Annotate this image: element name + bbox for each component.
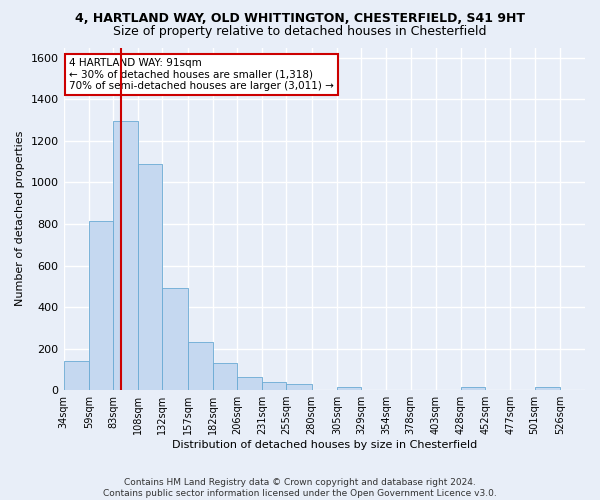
Y-axis label: Number of detached properties: Number of detached properties bbox=[15, 131, 25, 306]
Text: 4 HARTLAND WAY: 91sqm
← 30% of detached houses are smaller (1,318)
70% of semi-d: 4 HARTLAND WAY: 91sqm ← 30% of detached … bbox=[69, 58, 334, 91]
X-axis label: Distribution of detached houses by size in Chesterfield: Distribution of detached houses by size … bbox=[172, 440, 477, 450]
Bar bbox=[188, 342, 213, 390]
Bar bbox=[461, 386, 485, 390]
Text: Contains HM Land Registry data © Crown copyright and database right 2024.
Contai: Contains HM Land Registry data © Crown c… bbox=[103, 478, 497, 498]
Bar bbox=[213, 363, 237, 390]
Text: 4, HARTLAND WAY, OLD WHITTINGTON, CHESTERFIELD, S41 9HT: 4, HARTLAND WAY, OLD WHITTINGTON, CHESTE… bbox=[75, 12, 525, 26]
Bar bbox=[163, 288, 188, 390]
Bar bbox=[138, 164, 163, 390]
Text: Size of property relative to detached houses in Chesterfield: Size of property relative to detached ho… bbox=[113, 25, 487, 38]
Bar bbox=[286, 384, 311, 390]
Bar bbox=[89, 221, 113, 390]
Bar bbox=[64, 361, 89, 390]
Bar bbox=[237, 376, 262, 390]
Bar bbox=[337, 386, 361, 390]
Bar bbox=[113, 121, 138, 390]
Bar bbox=[262, 382, 286, 390]
Bar bbox=[535, 386, 560, 390]
